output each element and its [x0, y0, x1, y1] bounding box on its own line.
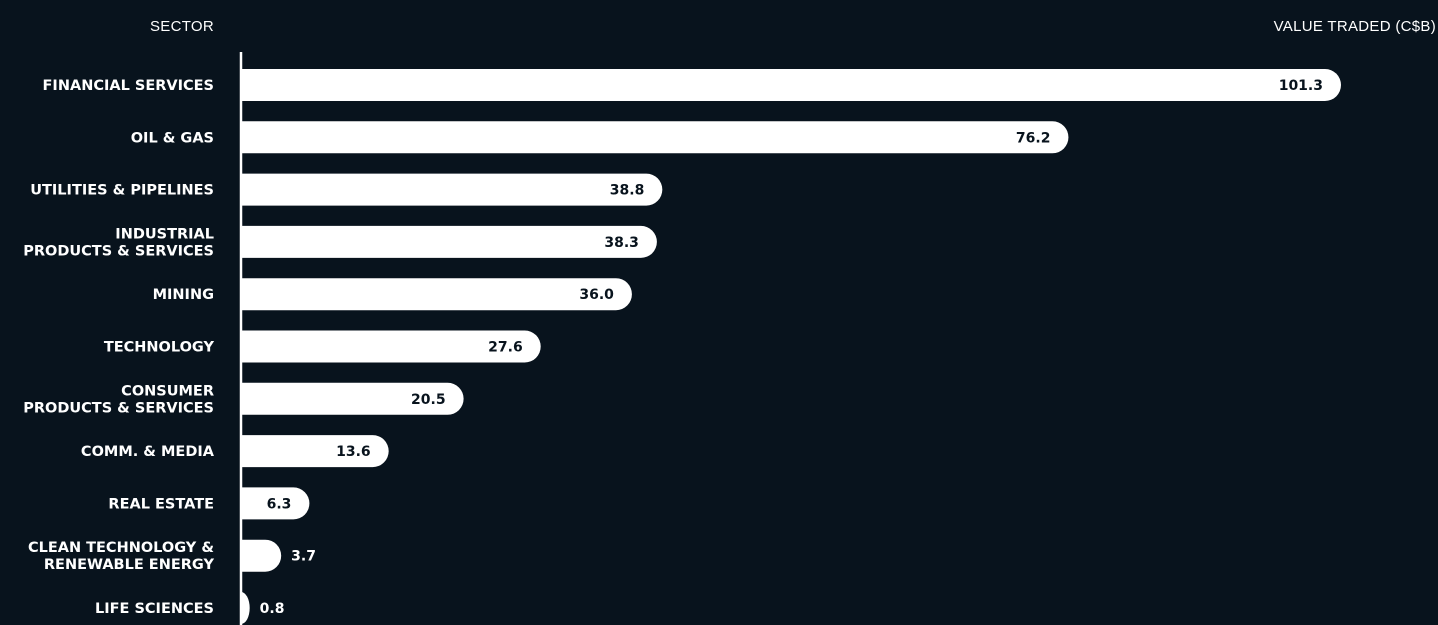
value-label: 13.6 [336, 444, 371, 460]
category-axis-header: SECTOR [150, 18, 214, 35]
bars-group: 101.3 FINANCIAL SERVICES 76.2 OIL & GAS 38.8… [23, 69, 1341, 624]
value-label: 20.5 [411, 392, 446, 408]
bar [241, 121, 1069, 154]
category-label: REAL ESTATE [108, 496, 214, 512]
value-label: 76.2 [1016, 130, 1051, 146]
category-label: COMM. & MEDIA [81, 444, 215, 460]
bar [241, 330, 541, 363]
bar [241, 539, 282, 572]
bar [241, 278, 632, 311]
value-label: 27.6 [488, 340, 523, 356]
category-label: UTILITIES & PIPELINES [30, 183, 214, 199]
value-axis-header: VALUE TRADED (C$B) [1274, 18, 1436, 35]
value-label: 36.0 [579, 287, 614, 303]
bar [241, 435, 389, 468]
bar [241, 487, 310, 520]
bar [241, 382, 464, 415]
category-label: CLEAN TECHNOLOGY & RENEWABLE ENERGY [28, 540, 215, 573]
category-label: FINANCIAL SERVICES [43, 78, 214, 94]
value-label: 0.8 [260, 601, 285, 617]
category-label: TECHNOLOGY [104, 340, 215, 356]
value-label: 6.3 [267, 496, 292, 512]
bar [241, 225, 657, 258]
category-label: OIL & GAS [131, 130, 214, 146]
value-label: 38.3 [604, 235, 639, 251]
category-label: LIFE SCIENCES [95, 601, 214, 617]
value-label: 3.7 [291, 549, 316, 565]
value-label: 38.8 [610, 183, 645, 199]
category-label: INDUSTRIAL PRODUCTS & SERVICES [23, 226, 214, 259]
bar [241, 69, 1341, 101]
category-label: CONSUMER PRODUCTS & SERVICES [23, 383, 214, 416]
bar [241, 173, 663, 206]
category-label: MINING [153, 287, 214, 303]
value-label: 101.3 [1279, 78, 1323, 94]
bar [241, 592, 250, 624]
